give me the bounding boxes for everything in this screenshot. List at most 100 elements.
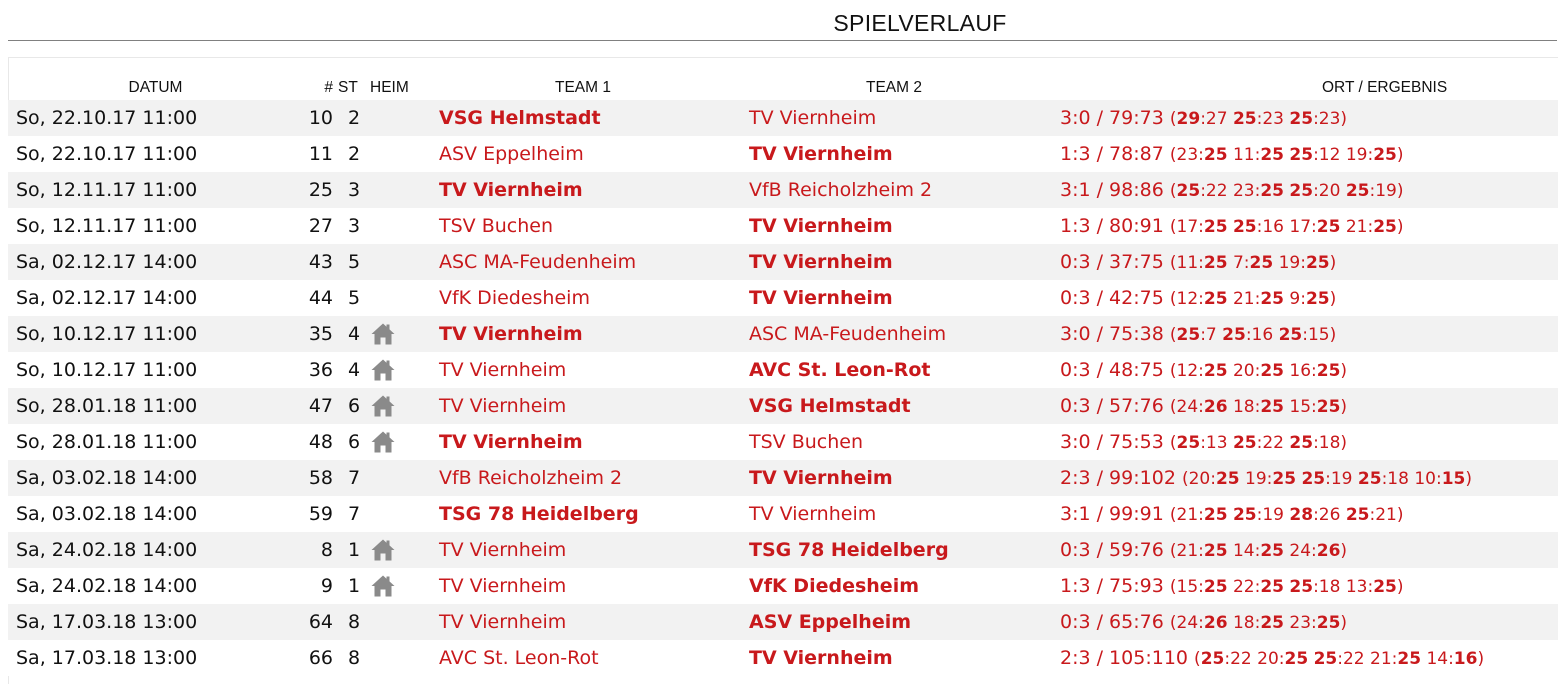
team2-link[interactable]: TV Viernheim [749,244,1060,280]
team1-link[interactable]: TV Viernheim [439,532,749,568]
result-summary: 0:3 / 57:76 [1060,395,1164,417]
table-row: So, 10.12.17 11:00 35 4 TV Viernheim ASC MA-… [8,316,1558,352]
result-summary: 0:3 / 42:75 [1060,287,1164,309]
set-scores: (23:25 11:25 25:12 19:25) [1169,145,1404,165]
table-row: So, 28.01.18 11:00 47 6 TV Viernheim VSG Hel… [8,388,1558,424]
match-day: 7 [333,496,370,532]
column-header-st[interactable]: ST [338,79,358,96]
home-cell [370,568,439,604]
result-summary: 3:0 / 79:73 [1060,107,1164,129]
team2-link[interactable]: ASV Eppelheim [749,604,1060,640]
team2-link[interactable]: TV Viernheim [749,136,1060,172]
column-header-nr[interactable]: # [324,79,333,96]
column-header-team1[interactable]: TEAM 1 [555,79,611,96]
team1-link[interactable]: VSG Helmstadt [439,100,749,136]
team2-link[interactable]: TV Viernheim [749,208,1060,244]
team2-link[interactable]: TV Viernheim [749,496,1060,532]
home-cell [370,640,439,676]
home-cell [370,460,439,496]
match-day: 3 [333,208,370,244]
match-day: 6 [333,388,370,424]
home-cell [370,100,439,136]
match-date: So, 22.10.17 11:00 [8,136,303,172]
team2-link[interactable]: ASC MA-Feudenheim [749,316,1060,352]
match-result[interactable]: 0:3 / 59:76 (21:25 14:25 24:26) [1060,532,1558,568]
team1-link[interactable]: TV Viernheim [439,568,749,604]
team2-link[interactable]: TSV Buchen [749,424,1060,460]
match-result[interactable]: 1:3 / 75:93 (15:25 22:25 25:18 13:25) [1060,568,1558,604]
match-result[interactable]: 3:0 / 75:53 (25:13 25:22 25:18) [1060,424,1558,460]
team1-link[interactable]: ASC MA-Feudenheim [439,244,749,280]
team1-link[interactable]: ASV Eppelheim [439,136,749,172]
match-result[interactable]: 0:3 / 57:76 (24:26 18:25 15:25) [1060,388,1558,424]
result-summary: 0:3 / 37:75 [1060,251,1164,273]
set-scores: (21:25 25:19 28:26 25:21) [1169,505,1404,525]
match-day: 8 [333,604,370,640]
table-row: So, 28.01.18 11:00 48 6 TV Viernheim TSV Buc… [8,424,1558,460]
team2-link[interactable]: VfK Diedesheim [749,568,1060,604]
column-header-result[interactable]: ORT / ERGEBNIS [1322,79,1448,96]
result-summary: 3:1 / 98:86 [1060,179,1164,201]
match-date: Sa, 17.03.18 13:00 [8,604,303,640]
column-header-heim[interactable]: HEIM [370,79,409,96]
match-result[interactable]: 3:0 / 75:38 (25:7 25:16 25:15) [1060,316,1558,352]
team2-link[interactable]: TV Viernheim [749,460,1060,496]
set-scores: (11:25 7:25 19:25) [1169,253,1337,273]
team2-link[interactable]: TV Viernheim [749,640,1060,676]
team1-link[interactable]: TV Viernheim [439,316,749,352]
match-number: 64 [303,604,333,640]
table-row: So, 22.10.17 11:00 10 2 VSG Helmstadt TV Vie… [8,100,1558,136]
team2-link[interactable]: TSG 78 Heidelberg [749,532,1060,568]
match-result[interactable]: 1:3 / 80:91 (17:25 25:16 17:25 21:25) [1060,208,1558,244]
match-date: So, 22.10.17 11:00 [8,100,303,136]
set-scores: (25:7 25:16 25:15) [1169,325,1337,345]
match-date: Sa, 03.02.18 14:00 [8,496,303,532]
home-cell [370,316,439,352]
team1-link[interactable]: TV Viernheim [439,604,749,640]
column-header-team2[interactable]: TEAM 2 [866,79,922,96]
match-date: So, 28.01.18 11:00 [8,388,303,424]
team1-link[interactable]: VfK Diedesheim [439,280,749,316]
match-result[interactable]: 0:3 / 48:75 (12:25 20:25 16:25) [1060,352,1558,388]
team1-link[interactable]: TV Viernheim [439,388,749,424]
result-summary: 1:3 / 75:93 [1060,575,1164,597]
match-result[interactable]: 2:3 / 99:102 (20:25 19:25 25:19 25:18 10… [1060,460,1558,496]
match-result[interactable]: 0:3 / 42:75 (12:25 21:25 9:25) [1060,280,1558,316]
result-summary: 1:3 / 80:91 [1060,215,1164,237]
match-result[interactable]: 3:0 / 79:73 (29:27 25:23 25:23) [1060,100,1558,136]
home-cell [370,136,439,172]
team1-link[interactable]: VfB Reicholzheim 2 [439,460,749,496]
team1-link[interactable]: TV Viernheim [439,352,749,388]
match-result[interactable]: 0:3 / 37:75 (11:25 7:25 19:25) [1060,244,1558,280]
team1-link[interactable]: TSG 78 Heidelberg [439,496,749,532]
team2-link[interactable]: VfB Reicholzheim 2 [749,172,1060,208]
match-result[interactable]: 3:1 / 99:91 (21:25 25:19 28:26 25:21) [1060,496,1558,532]
match-result[interactable]: 0:3 / 65:76 (24:26 18:25 23:25) [1060,604,1558,640]
house-icon [370,322,396,346]
team2-link[interactable]: AVC St. Leon-Rot [749,352,1060,388]
team1-link[interactable]: TV Viernheim [439,424,749,460]
team2-link[interactable]: TV Viernheim [749,100,1060,136]
match-number: 9 [303,568,333,604]
match-result[interactable]: 3:1 / 98:86 (25:22 23:25 25:20 25:19) [1060,172,1558,208]
match-day: 6 [333,424,370,460]
table-row: So, 12.11.17 11:00 25 3 TV Viernheim VfB Rei… [8,172,1558,208]
set-scores: (24:26 18:25 23:25) [1169,613,1348,633]
house-icon [370,394,396,418]
home-cell [370,244,439,280]
table-row: Sa, 24.02.18 14:00 9 1 TV Viernheim VfK Died… [8,568,1558,604]
team1-link[interactable]: TSV Buchen [439,208,749,244]
team2-link[interactable]: TV Viernheim [749,280,1060,316]
column-header-date[interactable]: DATUM [128,79,183,96]
match-result[interactable]: 1:3 / 78:87 (23:25 11:25 25:12 19:25) [1060,136,1558,172]
match-number: 35 [303,316,333,352]
match-result[interactable]: 2:3 / 105:110 (25:22 20:25 25:22 21:25 1… [1060,640,1558,676]
team1-link[interactable]: TV Viernheim [439,172,749,208]
match-date: Sa, 02.12.17 14:00 [8,280,303,316]
match-number: 27 [303,208,333,244]
team2-link[interactable]: VSG Helmstadt [749,388,1060,424]
home-cell [370,172,439,208]
team1-link[interactable]: AVC St. Leon-Rot [439,640,749,676]
table-row: So, 10.12.17 11:00 36 4 TV Viernheim AVC St.… [8,352,1558,388]
